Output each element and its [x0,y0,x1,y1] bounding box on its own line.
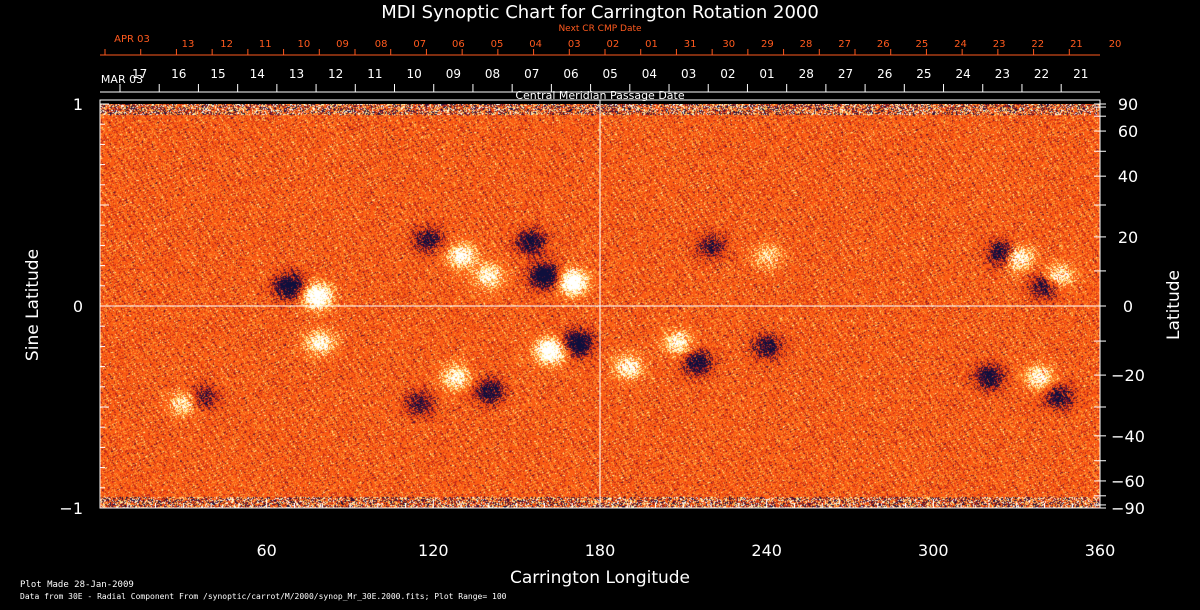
y-tick-label-left: −1 [59,499,83,518]
x-tick-label: 300 [918,541,949,560]
cmp-day-label: 03 [681,67,696,81]
cmp-day-label: 17 [132,67,147,81]
cmp-day-label: 04 [642,67,657,81]
axes: 60 120 180 240 300 360−101 906040200−20−40−60−… [59,39,1144,560]
next-cr-day-label: 20 [1109,39,1122,50]
next-cr-day-label: 28 [800,39,813,50]
chart-title: MDI Synoptic Chart for Carrington Rotati… [381,2,819,23]
cmp-month: MAR 03 [101,73,143,86]
y-tick-label-right: −60 [1111,472,1145,491]
x-tick-label: 180 [585,541,616,560]
y-tick-label-right: 90 [1118,95,1138,114]
cmp-day-label: 21 [1073,67,1088,81]
y-tick-label-right: −20 [1111,366,1145,385]
x-tick-label: 360 [1085,541,1116,560]
next-cr-day-label: 10 [298,39,311,50]
next-cr-day-label: 07 [413,39,426,50]
cmp-day-label: 26 [877,67,892,81]
plot-made-note: Plot Made 28-Jan-2009 [20,580,134,590]
cmp-day-label: 01 [759,67,774,81]
next-cr-day-label: 12 [220,39,233,50]
cmp-day-label: 10 [406,67,421,81]
x-tick-label: 120 [418,541,449,560]
y-tick-label-right: 20 [1118,228,1138,247]
cmp-day-label: 23 [995,67,1010,81]
next-cr-day-label: 25 [916,39,929,50]
next-cr-day-label: 06 [452,39,465,50]
cmp-day-label: 06 [563,67,578,81]
next-cr-day-label: 31 [684,39,697,50]
next-cr-day-label: 11 [259,39,272,50]
y-tick-label-left: 1 [73,95,83,114]
y-tick-label-right: −40 [1111,427,1145,446]
cmp-day-label: 14 [250,67,265,81]
next-cr-day-label: 08 [375,39,388,50]
cmp-day-label: 08 [485,67,500,81]
next-cr-day-label: 27 [838,39,851,50]
next-cr-month: APR 03 [114,34,150,45]
next-cr-day-label: 04 [529,39,542,50]
next-cr-day-label: 23 [993,39,1006,50]
x-tick-label: 240 [751,541,782,560]
next-cr-day-label: 05 [491,39,504,50]
cmp-day-label: 11 [367,67,382,81]
cmp-day-label: 07 [524,67,539,81]
cmp-day-label: 13 [289,67,304,81]
x-tick-label: 60 [256,541,276,560]
y-axis-label-right: Latitude [1164,270,1184,340]
cmp-day-label: 27 [838,67,853,81]
next-cr-day-label: 30 [722,39,735,50]
y-tick-label-right: 0 [1123,297,1133,316]
next-cr-day-label: 03 [568,39,581,50]
next-cr-day-label: 21 [1070,39,1083,50]
cmp-day-label: 12 [328,67,343,81]
top-axis-label: Central Meridian Passage Date [515,89,684,102]
y-tick-label-right: 60 [1118,122,1138,141]
cmp-day-label: 09 [446,67,461,81]
next-cr-day-label: 01 [645,39,658,50]
cmp-day-label: 16 [171,67,186,81]
cmp-day-label: 15 [210,67,225,81]
x-axis-label: Carrington Longitude [510,568,690,588]
y-tick-label-right: 40 [1118,167,1138,186]
next-cr-day-label: 29 [761,39,774,50]
next-cr-day-label: 22 [1031,39,1044,50]
data-source-note: Data from 30E - Radial Component From /s… [20,592,507,601]
y-tick-label-right: −90 [1111,499,1145,518]
y-tick-label-left: 0 [73,297,83,316]
next-cr-day-label: 24 [954,39,967,50]
cmp-day-label: 22 [1034,67,1049,81]
y-axis-label-left: Sine Latitude [23,249,43,361]
cmp-day-label: 28 [799,67,814,81]
next-cr-day-label: 26 [877,39,890,50]
cmp-day-label: 24 [955,67,970,81]
next-cr-day-label: 02 [607,39,620,50]
cmp-day-label: 25 [916,67,931,81]
cmp-day-label: 02 [720,67,735,81]
next-cr-day-label: 13 [182,39,195,50]
next-cr-day-label: 09 [336,39,349,50]
next-cr-label: Next CR CMP Date [558,24,642,34]
cmp-day-label: 05 [603,67,618,81]
